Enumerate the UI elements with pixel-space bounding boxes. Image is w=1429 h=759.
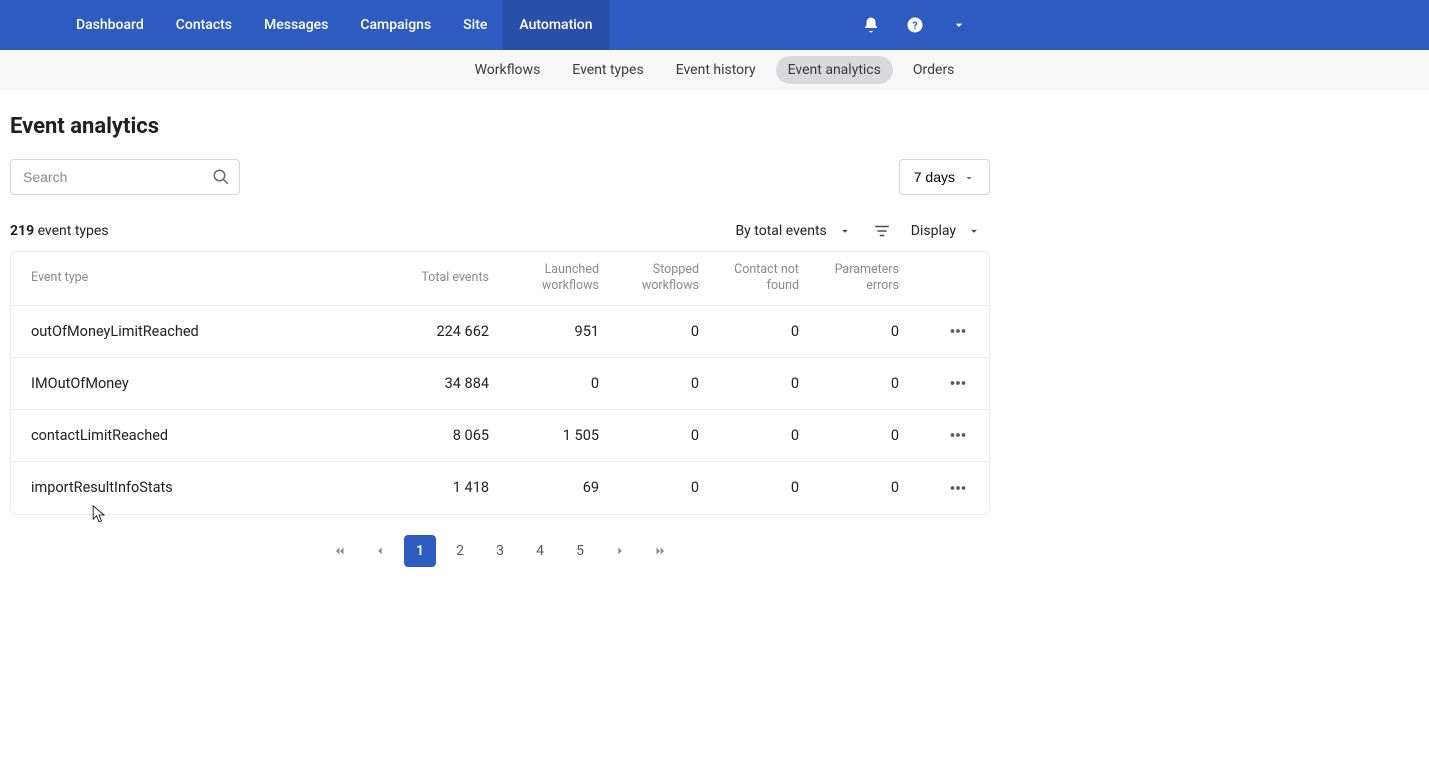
more-icon[interactable] <box>947 424 969 446</box>
search-input[interactable] <box>10 159 240 195</box>
bell-icon[interactable] <box>861 15 881 35</box>
cell-event-type: outOfMoneyLimitReached <box>31 323 379 340</box>
th-total-events: Total events <box>379 270 489 286</box>
page-2-button[interactable]: 2 <box>444 535 476 567</box>
page-content: Event analytics 7 days 219 event types B… <box>0 90 1000 597</box>
sort-lines-icon[interactable] <box>873 222 891 240</box>
cell-errors: 0 <box>799 323 899 340</box>
account-menu-chevron-icon[interactable] <box>949 15 969 35</box>
cell-event-type: contactLimitReached <box>31 427 379 444</box>
cell-notfound: 0 <box>699 375 799 392</box>
subnav-orders[interactable]: Orders <box>901 56 967 84</box>
table-row[interactable]: importResultInfoStats 1 418 69 0 0 0 <box>11 462 989 514</box>
page-5-button[interactable]: 5 <box>564 535 596 567</box>
count-label-text: event types <box>38 223 109 239</box>
th-contact-not-found: Contact not found <box>699 262 799 295</box>
cell-actions <box>899 424 969 446</box>
page-title: Event analytics <box>10 114 990 139</box>
topnav-automation[interactable]: Automation <box>503 0 608 50</box>
topnav: Dashboard Contacts Messages Campaigns Si… <box>60 0 609 50</box>
search-icon <box>212 168 230 186</box>
count-value: 219 <box>10 223 34 239</box>
cell-launched: 951 <box>489 323 599 340</box>
chevron-down-icon <box>963 171 975 183</box>
cell-notfound: 0 <box>699 427 799 444</box>
cell-launched: 0 <box>489 375 599 392</box>
th-stopped-workflows: Stopped workflows <box>599 262 699 295</box>
th-launched-workflows: Launched workflows <box>489 262 599 295</box>
page-prev-button[interactable] <box>364 535 396 567</box>
cell-launched: 1 505 <box>489 427 599 444</box>
event-analytics-table: Event type Total events Launched workflo… <box>10 251 990 515</box>
cell-event-type: IMOutOfMoney <box>31 375 379 392</box>
cell-total: 34 884 <box>379 375 489 392</box>
topbar-actions: ? <box>861 0 1429 50</box>
more-icon[interactable] <box>947 320 969 342</box>
subnav-event-types[interactable]: Event types <box>560 56 655 84</box>
cell-launched: 69 <box>489 479 599 496</box>
th-parameters-errors: Parameters errors <box>799 262 899 295</box>
cell-total: 1 418 <box>379 479 489 496</box>
svg-text:?: ? <box>912 19 917 32</box>
table-row[interactable]: IMOutOfMoney 34 884 0 0 0 0 <box>11 358 989 410</box>
cell-stopped: 0 <box>599 323 699 340</box>
more-icon[interactable] <box>947 372 969 394</box>
cell-actions <box>899 320 969 342</box>
filters-row: 7 days <box>10 159 990 195</box>
page-3-button[interactable]: 3 <box>484 535 516 567</box>
subnav-workflows[interactable]: Workflows <box>463 56 553 84</box>
topnav-messages[interactable]: Messages <box>248 0 344 50</box>
cell-event-type: importResultInfoStats <box>31 479 379 496</box>
page-next-button[interactable] <box>604 535 636 567</box>
topbar: Dashboard Contacts Messages Campaigns Si… <box>0 0 1429 50</box>
date-range-label: 7 days <box>914 169 955 185</box>
cell-stopped: 0 <box>599 375 699 392</box>
topnav-site[interactable]: Site <box>447 0 503 50</box>
help-icon[interactable]: ? <box>905 15 925 35</box>
table-row[interactable]: outOfMoneyLimitReached 224 662 951 0 0 0 <box>11 306 989 358</box>
table-header: Event type Total events Launched workflo… <box>11 252 989 306</box>
chevron-down-icon <box>966 223 982 239</box>
topnav-contacts[interactable]: Contacts <box>160 0 248 50</box>
page-first-button[interactable] <box>324 535 356 567</box>
topnav-campaigns[interactable]: Campaigns <box>344 0 447 50</box>
subnav-event-history[interactable]: Event history <box>664 56 768 84</box>
cell-total: 8 065 <box>379 427 489 444</box>
cell-stopped: 0 <box>599 479 699 496</box>
topnav-dashboard[interactable]: Dashboard <box>60 0 160 50</box>
subnav: Workflows Event types Event history Even… <box>0 50 1429 90</box>
display-button[interactable]: Display <box>903 217 990 245</box>
page-1-button[interactable]: 1 <box>404 535 436 567</box>
page-4-button[interactable]: 4 <box>524 535 556 567</box>
cell-actions <box>899 372 969 394</box>
cell-errors: 0 <box>799 427 899 444</box>
cell-notfound: 0 <box>699 323 799 340</box>
cell-total: 224 662 <box>379 323 489 340</box>
page-last-button[interactable] <box>644 535 676 567</box>
event-types-count: 219 event types <box>10 223 109 239</box>
cell-stopped: 0 <box>599 427 699 444</box>
date-range-button[interactable]: 7 days <box>899 159 990 195</box>
pagination: 1 2 3 4 5 <box>10 535 990 567</box>
cell-actions <box>899 477 969 499</box>
subnav-event-analytics[interactable]: Event analytics <box>776 56 893 84</box>
cell-errors: 0 <box>799 375 899 392</box>
display-label: Display <box>911 223 956 239</box>
cell-notfound: 0 <box>699 479 799 496</box>
sort-label: By total events <box>735 223 826 239</box>
table-row[interactable]: contactLimitReached 8 065 1 505 0 0 0 <box>11 410 989 462</box>
sort-button[interactable]: By total events <box>727 217 860 245</box>
cell-errors: 0 <box>799 479 899 496</box>
th-event-type: Event type <box>31 270 379 286</box>
controls-row: 219 event types By total events Display <box>10 217 990 245</box>
more-icon[interactable] <box>947 477 969 499</box>
chevron-down-icon <box>837 223 853 239</box>
search-wrap <box>10 159 240 195</box>
